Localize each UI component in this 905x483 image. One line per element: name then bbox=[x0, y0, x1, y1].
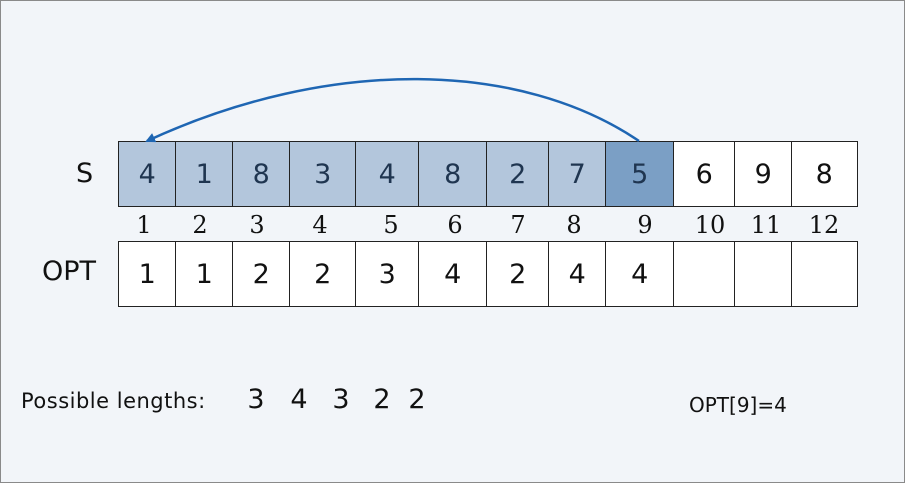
index-label: 8 bbox=[566, 211, 582, 239]
opt-cell: 1 bbox=[118, 241, 177, 307]
opt-cell: 1 bbox=[175, 241, 234, 307]
index-label: 7 bbox=[510, 211, 526, 239]
index-label: 4 bbox=[312, 211, 328, 239]
index-label: 5 bbox=[383, 211, 399, 239]
possible-length-value: 3 bbox=[332, 384, 350, 415]
index-label: 3 bbox=[249, 211, 265, 239]
opt-cell: 4 bbox=[605, 241, 675, 307]
arrow-curve bbox=[145, 77, 640, 143]
s-cell: 8 bbox=[791, 141, 858, 207]
index-label: 2 bbox=[192, 211, 208, 239]
opt-cell: 3 bbox=[355, 241, 420, 307]
opt-cell: 4 bbox=[418, 241, 488, 307]
opt-cell bbox=[734, 241, 793, 307]
possible-length-value: 4 bbox=[290, 384, 308, 415]
index-label: 1 bbox=[136, 211, 152, 239]
opt-cell: 2 bbox=[289, 241, 357, 307]
possible-lengths-label: Possible lengths: bbox=[21, 389, 206, 413]
opt-cell: 2 bbox=[232, 241, 291, 307]
opt-cell: 2 bbox=[486, 241, 550, 307]
s-row-label: S bbox=[76, 158, 94, 189]
s-cell: 2 bbox=[486, 141, 550, 207]
opt-result: OPT[9]=4 bbox=[689, 393, 787, 417]
possible-length-value: 2 bbox=[408, 384, 426, 415]
index-label: 9 bbox=[637, 211, 653, 239]
s-cell: 6 bbox=[673, 141, 736, 207]
s-cell: 7 bbox=[548, 141, 607, 207]
s-cell: 4 bbox=[118, 141, 177, 207]
possible-length-value: 3 bbox=[247, 384, 265, 415]
opt-row-label: OPT bbox=[42, 256, 97, 287]
s-cell: 8 bbox=[418, 141, 488, 207]
index-label: 11 bbox=[750, 211, 782, 239]
index-label: 12 bbox=[808, 211, 840, 239]
possible-length-value: 2 bbox=[373, 384, 391, 415]
s-cell: 1 bbox=[175, 141, 234, 207]
opt-cell: 4 bbox=[548, 241, 607, 307]
opt-cell bbox=[791, 241, 858, 307]
index-label: 6 bbox=[447, 211, 463, 239]
index-label: 10 bbox=[694, 211, 726, 239]
s-cell: 4 bbox=[355, 141, 420, 207]
